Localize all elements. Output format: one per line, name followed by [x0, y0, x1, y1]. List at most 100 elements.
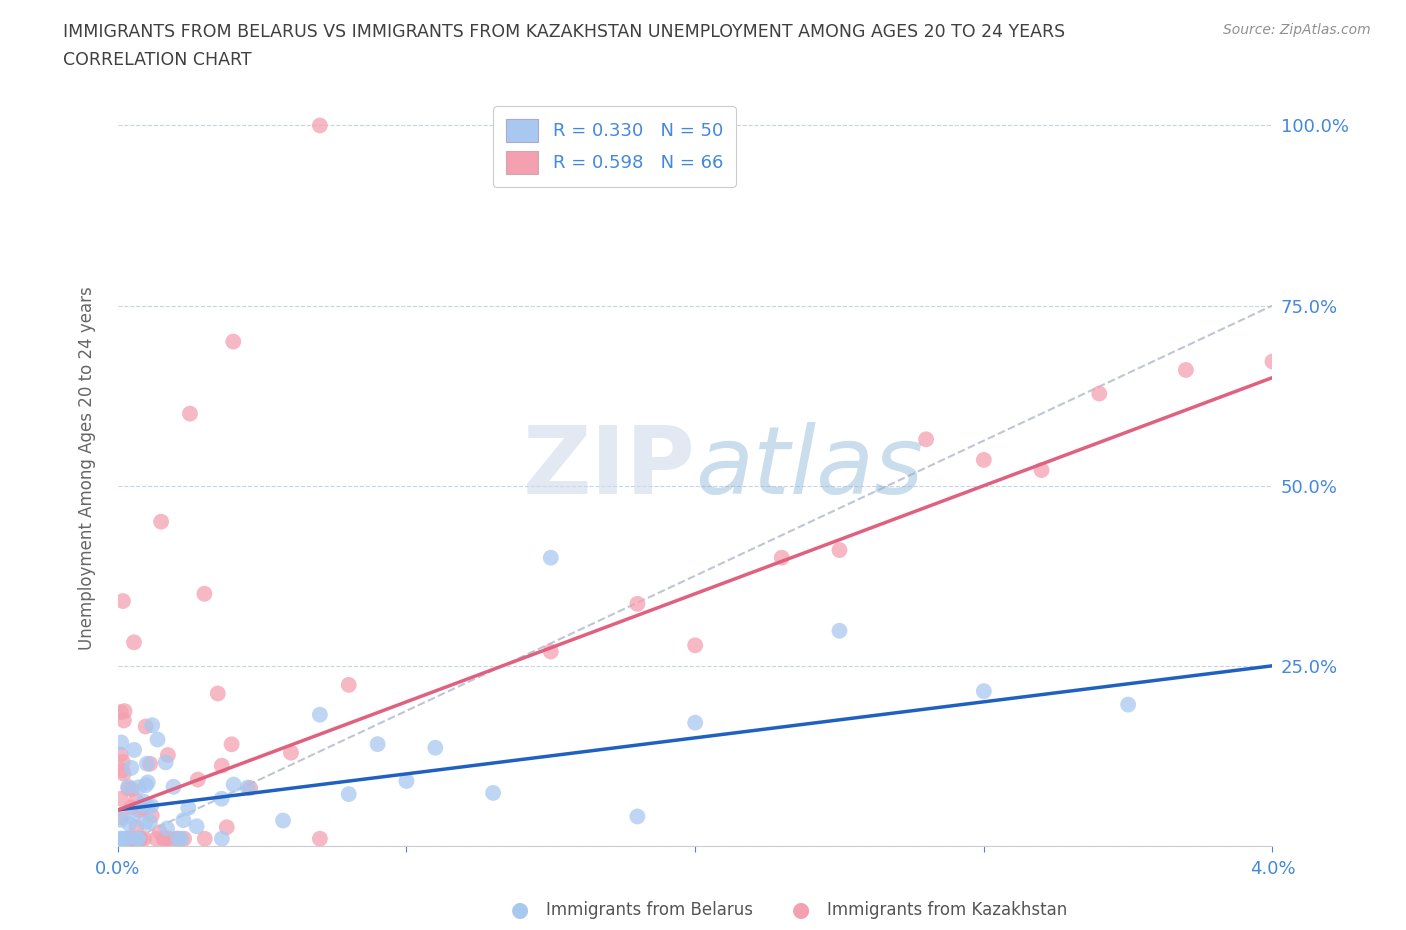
Point	[186, 818, 208, 833]
Point	[221, 737, 243, 751]
Point	[973, 684, 995, 698]
Point	[145, 831, 167, 846]
Point	[1261, 354, 1284, 369]
Point	[124, 831, 146, 846]
Point	[1031, 462, 1053, 477]
Point	[626, 596, 648, 611]
Point	[111, 754, 134, 769]
Point	[110, 747, 132, 762]
Point	[309, 831, 332, 846]
Point	[122, 635, 145, 650]
Point	[111, 593, 134, 608]
Point	[1116, 698, 1139, 712]
Point	[367, 737, 389, 751]
Point	[222, 777, 245, 792]
Point	[828, 542, 851, 557]
Point	[271, 813, 294, 828]
Point	[211, 831, 233, 846]
Point	[222, 334, 245, 349]
Point	[152, 831, 174, 846]
Point	[135, 777, 157, 792]
Point	[111, 763, 134, 777]
Point	[121, 782, 143, 797]
Point	[683, 638, 706, 653]
Point	[127, 831, 149, 846]
Point	[128, 831, 150, 846]
Point	[118, 817, 141, 831]
Point	[118, 831, 141, 846]
Point	[1088, 386, 1111, 401]
Point	[146, 732, 169, 747]
Point	[128, 780, 150, 795]
Point	[540, 644, 562, 659]
Point	[167, 831, 190, 846]
Text: ●: ●	[793, 899, 810, 920]
Point	[136, 799, 159, 814]
Point	[112, 713, 135, 728]
Text: Immigrants from Belarus: Immigrants from Belarus	[546, 900, 752, 919]
Point	[141, 798, 163, 813]
Point	[156, 821, 179, 836]
Point	[132, 802, 155, 817]
Point	[117, 779, 139, 794]
Point	[127, 831, 149, 846]
Point	[236, 780, 259, 795]
Point	[141, 808, 163, 823]
Point	[167, 831, 190, 846]
Point	[110, 735, 132, 750]
Point	[280, 745, 302, 760]
Point	[136, 756, 159, 771]
Point	[141, 718, 163, 733]
Point	[121, 810, 143, 825]
Point	[172, 813, 194, 828]
Point	[179, 406, 201, 421]
Point	[170, 831, 193, 846]
Point	[309, 118, 332, 133]
Point	[117, 830, 139, 845]
Point	[125, 793, 148, 808]
Point	[157, 831, 180, 846]
Point	[540, 551, 562, 565]
Point	[120, 831, 142, 846]
Legend: R = 0.330   N = 50, R = 0.598   N = 66: R = 0.330 N = 50, R = 0.598 N = 66	[494, 106, 735, 187]
Point	[134, 831, 156, 846]
Point	[114, 704, 136, 719]
Point	[110, 831, 132, 846]
Point	[211, 791, 233, 806]
Point	[166, 831, 188, 846]
Text: atlas: atlas	[695, 422, 924, 513]
Point	[149, 825, 172, 840]
Point	[309, 707, 332, 722]
Text: ●: ●	[512, 899, 529, 920]
Point	[120, 761, 142, 776]
Point	[1174, 363, 1197, 378]
Point	[117, 781, 139, 796]
Point	[215, 820, 238, 835]
Point	[128, 831, 150, 846]
Point	[112, 766, 135, 781]
Text: ZIP: ZIP	[522, 421, 695, 513]
Point	[139, 815, 162, 830]
Point	[425, 740, 447, 755]
Point	[125, 819, 148, 834]
Point	[239, 780, 262, 795]
Point	[110, 810, 132, 825]
Text: IMMIGRANTS FROM BELARUS VS IMMIGRANTS FROM KAZAKHSTAN UNEMPLOYMENT AMONG AGES 20: IMMIGRANTS FROM BELARUS VS IMMIGRANTS FR…	[63, 23, 1066, 41]
Point	[136, 775, 159, 790]
Point	[132, 798, 155, 813]
Point	[125, 831, 148, 846]
Point	[193, 586, 215, 601]
Point	[973, 453, 995, 468]
Point	[337, 677, 360, 692]
Y-axis label: Unemployment Among Ages 20 to 24 years: Unemployment Among Ages 20 to 24 years	[79, 286, 96, 649]
Point	[139, 756, 162, 771]
Point	[482, 786, 505, 801]
Point	[187, 772, 209, 787]
Point	[110, 813, 132, 828]
Point	[337, 787, 360, 802]
Point	[135, 719, 157, 734]
Text: Source: ZipAtlas.com: Source: ZipAtlas.com	[1223, 23, 1371, 37]
Point	[770, 551, 793, 565]
Point	[129, 831, 152, 846]
Point	[157, 831, 180, 846]
